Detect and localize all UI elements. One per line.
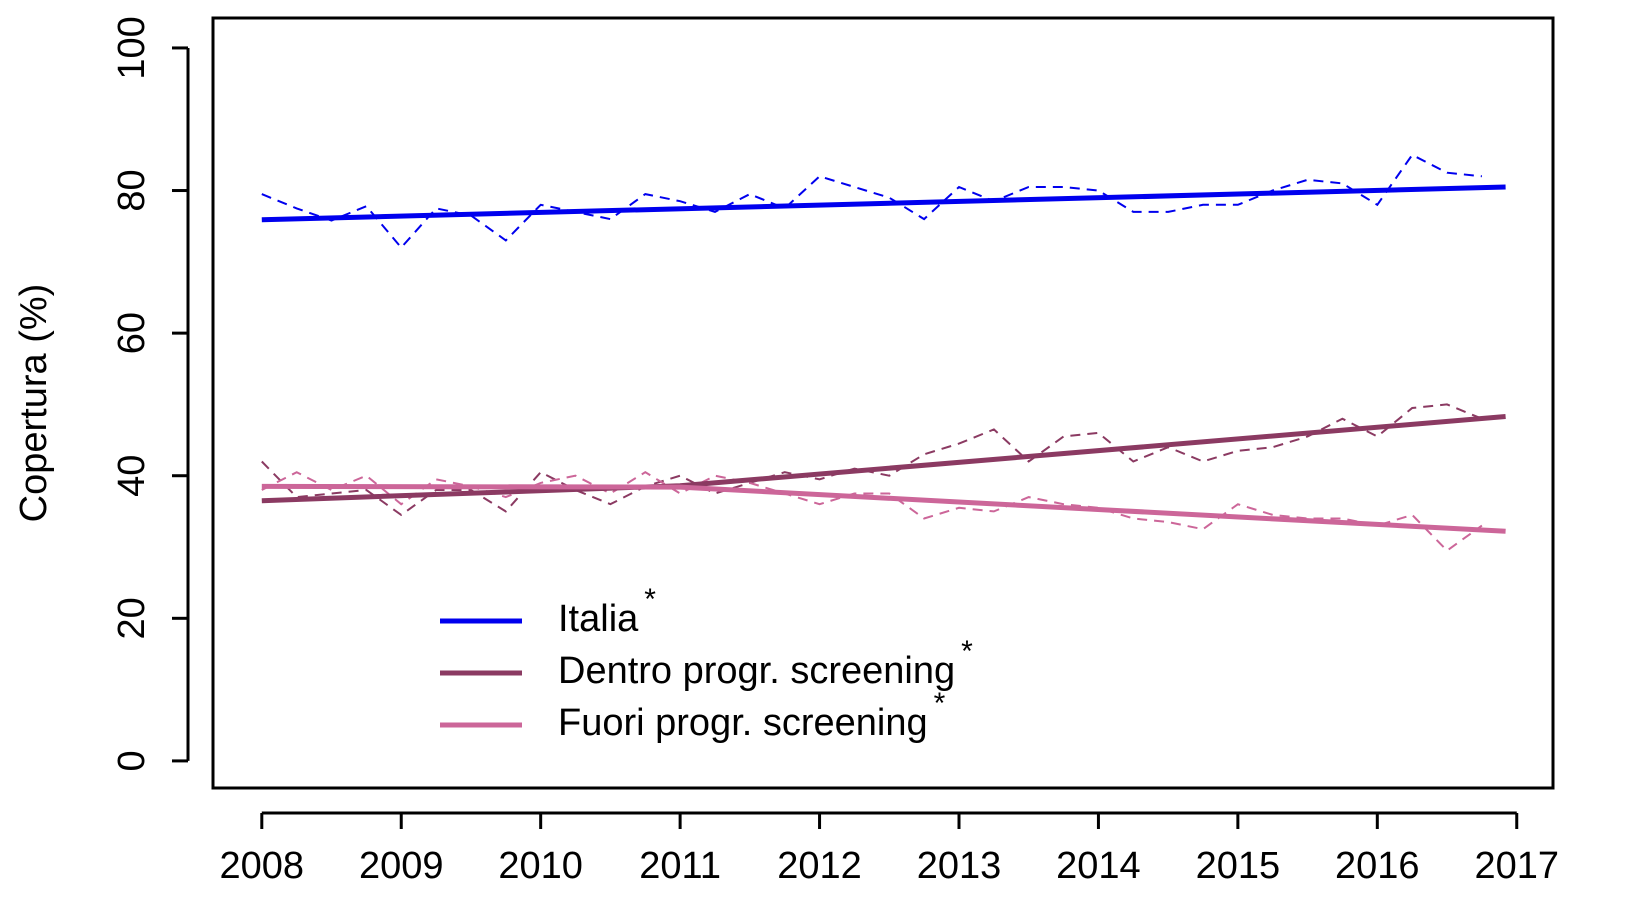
raw-line (261, 403, 1483, 517)
x-tick-label: 2010 (498, 845, 583, 887)
trend-line (261, 184, 1506, 223)
y-axis-label: Copertura (%) (13, 284, 55, 523)
x-tick-label: 2009 (359, 845, 444, 887)
x-tick-label: 2015 (1196, 845, 1281, 887)
y-tick-label: 20 (111, 597, 153, 639)
y-tick-label: 100 (111, 16, 153, 79)
legend-label: Dentro progr. screening (558, 650, 955, 692)
raw-line (261, 471, 1483, 552)
x-tick-label: 2016 (1335, 845, 1420, 887)
x-tick-label: 2011 (639, 845, 721, 887)
legend-mark: * (961, 635, 973, 668)
plot-frame (211, 16, 1555, 790)
trend-line (261, 483, 1506, 534)
legend-mark: * (934, 687, 946, 720)
x-tick-label: 2013 (917, 845, 1002, 887)
y-tick-label: 80 (111, 169, 153, 211)
legend-label: Italia (558, 598, 639, 640)
x-tick-label: 2008 (220, 845, 305, 887)
y-tick-label: 60 (111, 312, 153, 354)
y-tick-label: 40 (111, 455, 153, 497)
x-tick-label: 2017 (1474, 845, 1559, 887)
legend-label: Fuori progr. screening (558, 702, 928, 744)
y-tick-label: 0 (111, 750, 153, 771)
x-tick-label: 2014 (1056, 845, 1141, 887)
legend-mark: * (644, 583, 656, 616)
x-tick-label: 2012 (777, 845, 862, 887)
